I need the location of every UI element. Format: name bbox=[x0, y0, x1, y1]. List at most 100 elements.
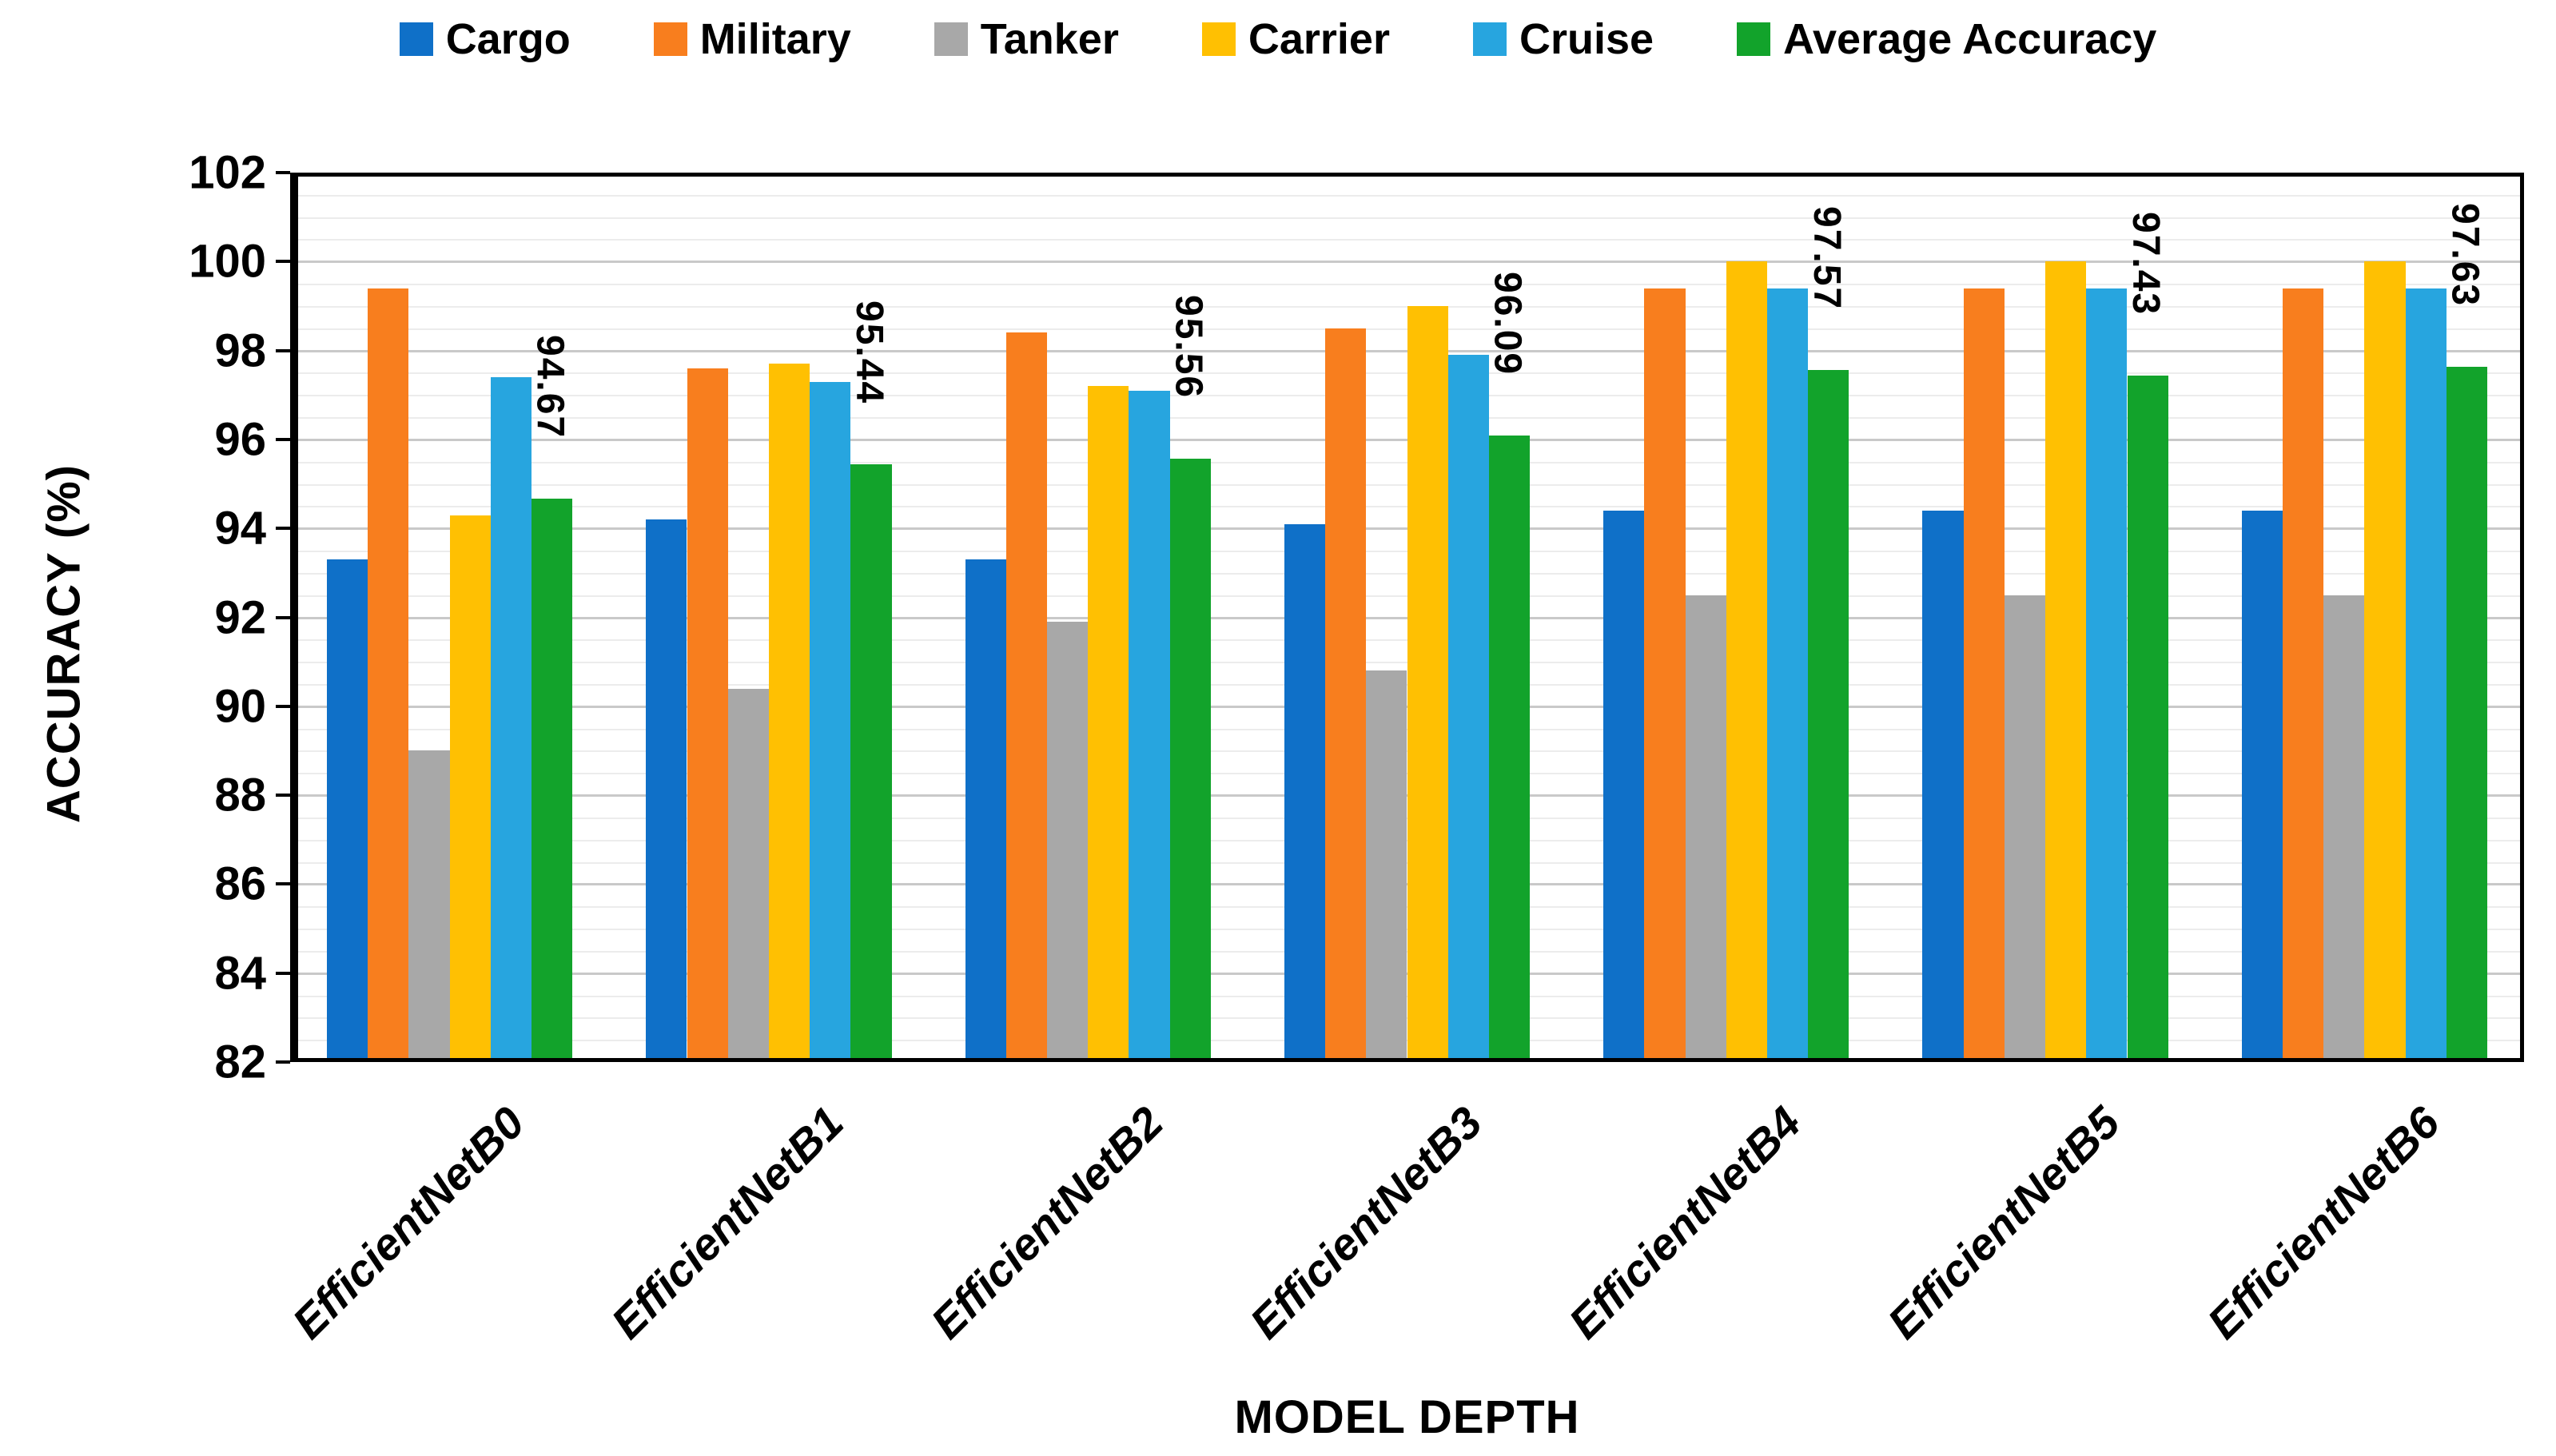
bar-cruise-efficientnetb2 bbox=[1129, 390, 1170, 1058]
y-tick-mark bbox=[276, 794, 290, 798]
legend-swatch-icon bbox=[1472, 22, 1507, 56]
y-tick-label: 102 bbox=[189, 146, 266, 199]
y-tick-mark bbox=[276, 971, 290, 975]
bar-military-efficientnetb3 bbox=[1325, 328, 1367, 1058]
bar-cruise-efficientnetb5 bbox=[2086, 288, 2128, 1058]
legend-label: Tanker bbox=[980, 15, 1119, 63]
legend-label: Cargo bbox=[445, 15, 571, 63]
y-tick-label: 82 bbox=[214, 1036, 266, 1088]
data-label-average-accuracy-efficientnetb6: 97.63 bbox=[2443, 203, 2486, 308]
bar-cruise-efficientnetb6 bbox=[2405, 288, 2447, 1058]
bar-carrier-efficientnetb1 bbox=[768, 364, 810, 1058]
legend-item-tanker: Tanker bbox=[934, 14, 1119, 64]
y-tick-label: 98 bbox=[214, 324, 266, 377]
bar-tanker-efficientnetb5 bbox=[2004, 595, 2046, 1058]
legend-label: Cruise bbox=[1519, 15, 1654, 63]
bar-tanker-efficientnetb0 bbox=[408, 750, 450, 1058]
data-label-average-accuracy-efficientnetb0: 94.67 bbox=[528, 334, 571, 440]
bar-tanker-efficientnetb6 bbox=[2323, 595, 2365, 1058]
bar-cargo-efficientnetb5 bbox=[1922, 510, 1964, 1058]
bar-carrier-efficientnetb0 bbox=[449, 515, 491, 1058]
bar-average-accuracy-efficientnetb0 bbox=[532, 498, 573, 1058]
bar-cargo-efficientnetb4 bbox=[1603, 510, 1645, 1058]
legend-swatch-icon bbox=[653, 22, 687, 56]
bar-carrier-efficientnetb3 bbox=[1407, 305, 1448, 1058]
minor-gridline bbox=[298, 284, 2520, 286]
y-tick-mark bbox=[276, 171, 290, 174]
y-tick-label: 88 bbox=[214, 769, 266, 821]
bar-military-efficientnetb0 bbox=[368, 288, 409, 1058]
bar-average-accuracy-efficientnetb5 bbox=[2127, 376, 2168, 1058]
bar-average-accuracy-efficientnetb6 bbox=[2446, 367, 2487, 1058]
x-category-label-efficientnetb4: EfficientNetB4 bbox=[1559, 1096, 1811, 1349]
bar-cargo-efficientnetb2 bbox=[965, 559, 1006, 1058]
bar-tanker-efficientnetb2 bbox=[1047, 622, 1089, 1058]
bar-military-efficientnetb4 bbox=[1644, 288, 1686, 1058]
x-category-label-efficientnetb1: EfficientNetB1 bbox=[601, 1096, 854, 1349]
bar-cargo-efficientnetb6 bbox=[2241, 510, 2283, 1058]
legend-item-cruise: Cruise bbox=[1472, 14, 1654, 64]
bar-carrier-efficientnetb2 bbox=[1088, 386, 1129, 1058]
bar-carrier-efficientnetb4 bbox=[1726, 261, 1767, 1058]
bar-cargo-efficientnetb0 bbox=[327, 559, 368, 1058]
y-tick-label: 94 bbox=[214, 502, 266, 555]
legend-swatch-icon bbox=[1737, 22, 1771, 56]
y-tick-mark bbox=[276, 1060, 290, 1064]
minor-gridline bbox=[298, 194, 2520, 197]
legend-swatch-icon bbox=[934, 22, 968, 56]
y-tick-mark bbox=[276, 348, 290, 352]
y-tick-label: 86 bbox=[214, 857, 266, 910]
data-label-average-accuracy-efficientnetb1: 95.44 bbox=[847, 300, 890, 405]
bar-cargo-efficientnetb1 bbox=[646, 519, 687, 1058]
bar-average-accuracy-efficientnetb2 bbox=[1169, 459, 1211, 1058]
y-tick-mark bbox=[276, 260, 290, 264]
bar-cruise-efficientnetb0 bbox=[490, 377, 532, 1058]
bar-military-efficientnetb5 bbox=[1963, 288, 2005, 1058]
y-tick-mark bbox=[276, 527, 290, 531]
y-tick-mark bbox=[276, 437, 290, 441]
bar-cargo-efficientnetb3 bbox=[1284, 523, 1326, 1058]
legend-label: Military bbox=[699, 15, 851, 63]
bar-tanker-efficientnetb1 bbox=[727, 688, 769, 1058]
major-gridline bbox=[298, 261, 2520, 264]
plot-area bbox=[290, 173, 2524, 1062]
x-category-label-efficientnetb5: EfficientNetB5 bbox=[1877, 1096, 2130, 1349]
bar-carrier-efficientnetb6 bbox=[2364, 261, 2406, 1058]
x-category-label-efficientnetb3: EfficientNetB3 bbox=[1240, 1096, 1491, 1349]
y-tick-label: 84 bbox=[214, 947, 266, 1000]
legend-item-cargo: Cargo bbox=[399, 14, 571, 64]
x-axis-title: MODEL DEPTH bbox=[1234, 1391, 1580, 1443]
y-tick-mark bbox=[276, 704, 290, 708]
x-category-label-efficientnetb2: EfficientNetB2 bbox=[921, 1096, 1172, 1349]
bar-cruise-efficientnetb1 bbox=[810, 381, 851, 1058]
legend-item-average-accuracy: Average Accuracy bbox=[1737, 14, 2156, 64]
legend: Cargo Military Tanker Carrier Cruise Average … bbox=[0, 14, 2556, 64]
data-label-average-accuracy-efficientnetb5: 97.43 bbox=[2124, 212, 2168, 316]
y-tick-label: 92 bbox=[214, 591, 266, 643]
data-label-average-accuracy-efficientnetb2: 95.56 bbox=[1167, 295, 1210, 400]
bar-average-accuracy-efficientnetb3 bbox=[1488, 435, 1531, 1058]
data-label-average-accuracy-efficientnetb4: 97.57 bbox=[1805, 205, 1848, 310]
y-tick-label: 100 bbox=[189, 235, 266, 288]
bar-average-accuracy-efficientnetb4 bbox=[1808, 369, 1849, 1058]
legend-label: Average Accuracy bbox=[1783, 15, 2157, 63]
bar-carrier-efficientnetb5 bbox=[2045, 261, 2087, 1058]
y-tick-mark bbox=[276, 882, 290, 886]
minor-gridline bbox=[298, 217, 2520, 219]
bar-military-efficientnetb2 bbox=[1005, 332, 1047, 1058]
data-label-average-accuracy-efficientnetb3: 96.09 bbox=[1486, 271, 1529, 376]
y-tick-label: 96 bbox=[214, 413, 266, 466]
bar-cruise-efficientnetb3 bbox=[1447, 355, 1489, 1058]
bar-average-accuracy-efficientnetb1 bbox=[850, 464, 892, 1058]
minor-gridline bbox=[298, 239, 2520, 241]
bar-military-efficientnetb6 bbox=[2282, 288, 2324, 1058]
x-category-label-efficientnetb6: EfficientNetB6 bbox=[2197, 1096, 2449, 1349]
bar-tanker-efficientnetb3 bbox=[1366, 670, 1407, 1058]
bar-cruise-efficientnetb4 bbox=[1767, 288, 1809, 1058]
y-tick-mark bbox=[276, 615, 290, 619]
legend-item-carrier: Carrier bbox=[1201, 14, 1390, 64]
legend-item-military: Military bbox=[653, 14, 851, 64]
legend-swatch-icon bbox=[399, 22, 433, 56]
legend-swatch-icon bbox=[1201, 22, 1236, 56]
